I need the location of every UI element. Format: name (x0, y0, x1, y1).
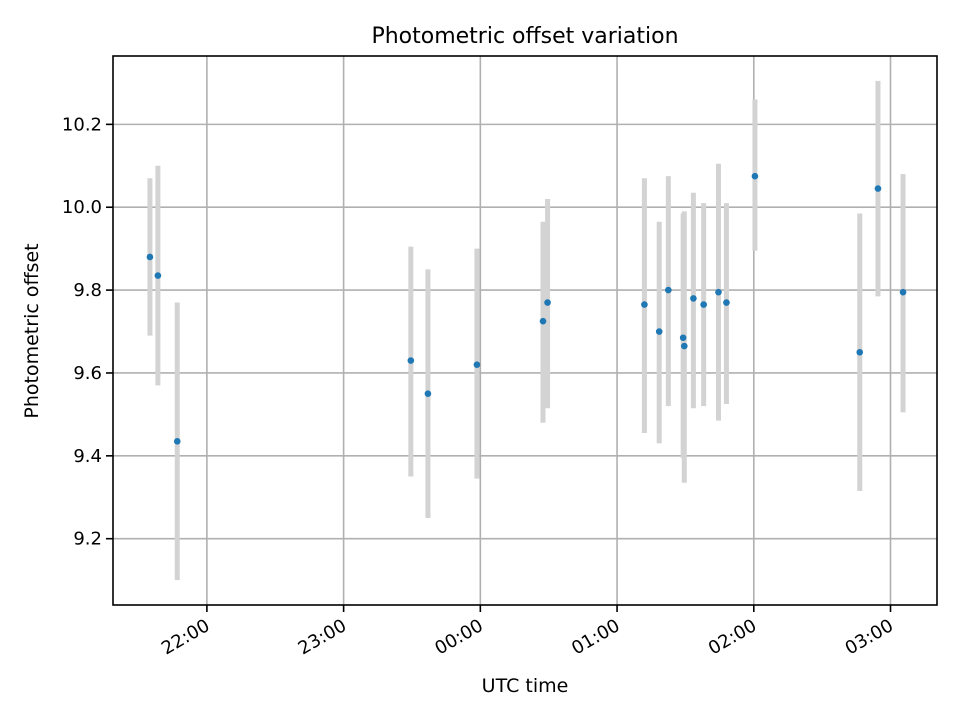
data-point (700, 301, 707, 308)
data-point (539, 317, 547, 325)
y-tick-label: 9.2 (73, 529, 102, 550)
data-point (680, 342, 688, 350)
data-point (723, 299, 730, 306)
y-tick-label: 9.8 (73, 280, 102, 301)
data-point (473, 361, 481, 368)
data-point (154, 272, 162, 279)
data-point (899, 288, 907, 296)
y-tick-label: 9.4 (73, 446, 102, 467)
y-tick-label: 9.6 (73, 363, 102, 384)
data-point (874, 185, 882, 192)
y-tick-label: 10.0 (62, 197, 102, 218)
data-point (641, 301, 648, 308)
x-axis-label: UTC time (482, 675, 569, 697)
data-point (544, 299, 551, 306)
data-point (173, 438, 181, 445)
data-point (679, 334, 687, 342)
data-point (407, 357, 415, 364)
chart-title: Photometric offset variation (371, 24, 678, 49)
data-point (751, 172, 759, 180)
data-point (424, 390, 432, 397)
y-axis-label: Photometric offset (21, 243, 43, 418)
data-point (146, 253, 154, 261)
data-point (665, 286, 672, 294)
data-point (856, 348, 864, 356)
data-point (715, 288, 722, 296)
y-tick-label: 10.2 (62, 114, 102, 135)
data-point (690, 295, 697, 302)
data-point (655, 328, 663, 335)
plot-frame (112, 55, 938, 606)
grid-layer (113, 56, 937, 605)
point-layer (146, 172, 907, 445)
